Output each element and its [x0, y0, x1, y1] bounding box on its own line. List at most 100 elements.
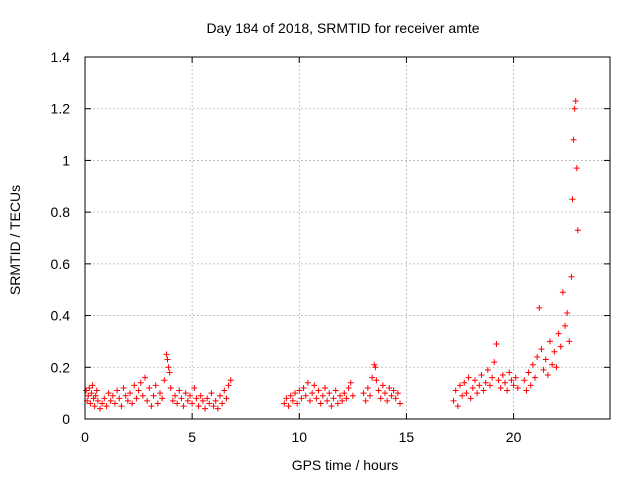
x-tick-label: 0 — [81, 429, 89, 445]
data-point — [197, 392, 204, 399]
data-point — [573, 165, 580, 172]
data-points — [83, 97, 581, 412]
data-point — [527, 382, 534, 389]
data-point — [210, 403, 217, 410]
data-point — [120, 384, 127, 391]
data-point — [457, 382, 463, 389]
data-point — [534, 353, 541, 360]
data-point — [178, 395, 185, 402]
data-point — [508, 377, 515, 384]
data-point — [570, 136, 577, 143]
data-point — [564, 309, 571, 316]
data-point — [91, 403, 98, 410]
x-tick-label: 10 — [291, 429, 307, 445]
y-tick-label: 1 — [62, 152, 70, 168]
data-point — [521, 377, 528, 384]
data-point — [566, 338, 573, 345]
y-tick-label: 0.6 — [51, 256, 71, 272]
data-point — [371, 361, 378, 368]
data-point — [296, 387, 303, 394]
data-point — [85, 392, 92, 399]
data-point — [281, 400, 288, 407]
data-point — [384, 397, 391, 404]
data-point — [174, 400, 181, 407]
data-point — [497, 384, 504, 391]
data-point — [298, 395, 305, 402]
data-point — [397, 400, 403, 407]
data-point — [544, 372, 551, 379]
data-point — [493, 341, 500, 348]
data-point — [536, 304, 543, 311]
data-point — [202, 405, 208, 412]
data-point — [506, 369, 513, 376]
data-point — [307, 397, 313, 404]
data-point — [154, 400, 161, 407]
grid-lines — [85, 57, 610, 419]
data-point — [317, 400, 324, 407]
y-tick-label: 1.2 — [51, 101, 71, 117]
data-point — [124, 397, 131, 404]
data-point — [167, 384, 174, 391]
data-point — [339, 397, 346, 404]
data-point — [164, 356, 171, 363]
data-point — [491, 359, 498, 366]
data-point — [159, 395, 166, 402]
data-point — [523, 387, 530, 394]
data-point — [388, 392, 395, 399]
data-point — [463, 390, 470, 397]
x-tick-label: 5 — [188, 429, 196, 445]
data-point — [172, 392, 178, 399]
data-point — [337, 392, 343, 399]
data-point — [467, 395, 474, 402]
data-point — [116, 395, 123, 402]
data-point — [193, 395, 200, 402]
data-point — [502, 379, 508, 386]
data-point — [300, 384, 307, 391]
data-point — [88, 390, 95, 397]
data-point — [93, 387, 100, 394]
data-point — [122, 392, 129, 399]
data-point — [484, 366, 491, 373]
data-point — [214, 405, 221, 412]
y-axis-title: SRMTID / TECUs — [7, 185, 23, 295]
data-point — [313, 395, 320, 402]
data-point — [478, 372, 485, 379]
data-point — [386, 384, 393, 391]
data-point — [482, 379, 489, 386]
data-point — [142, 374, 148, 381]
data-point — [480, 387, 487, 394]
data-point — [514, 384, 521, 391]
data-point — [347, 379, 354, 386]
data-point — [283, 395, 290, 402]
data-point — [107, 397, 114, 404]
data-point — [195, 403, 202, 410]
data-point — [187, 392, 193, 399]
data-point — [538, 346, 545, 353]
y-tick-label: 0 — [62, 411, 70, 427]
data-point — [322, 384, 328, 391]
data-point — [204, 395, 211, 402]
data-point — [182, 390, 189, 397]
data-point — [364, 384, 371, 391]
data-point — [529, 361, 536, 368]
y-tick-label: 1.4 — [51, 49, 71, 65]
data-point — [474, 390, 481, 397]
data-point — [189, 400, 196, 407]
data-point — [504, 387, 511, 394]
data-point — [525, 369, 532, 376]
data-point — [309, 390, 316, 397]
data-point — [150, 392, 157, 399]
data-point — [562, 322, 568, 329]
data-point — [311, 382, 318, 389]
data-point — [555, 330, 562, 337]
data-point — [287, 392, 294, 399]
data-point — [345, 384, 352, 391]
data-point — [105, 390, 112, 397]
data-point — [461, 379, 468, 386]
data-point — [571, 105, 578, 112]
data-point — [324, 397, 331, 404]
data-point — [208, 390, 215, 397]
data-point — [212, 397, 219, 404]
data-point — [144, 397, 151, 404]
